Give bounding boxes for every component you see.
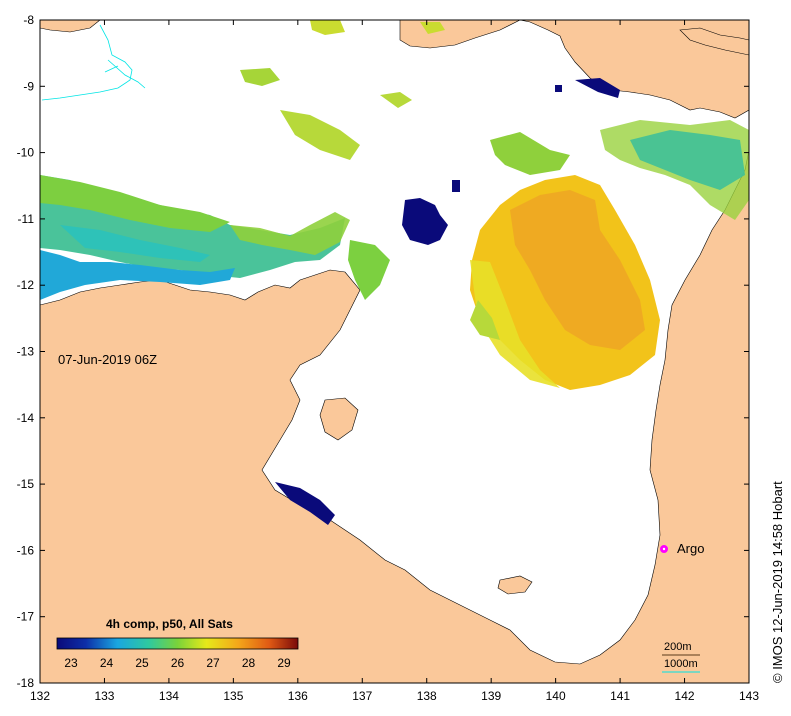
credit-text: © IMOS 12-Jun-2019 14:58 Hobart	[770, 481, 785, 683]
y-tick-label: -12	[17, 278, 35, 292]
colorbar-ramp	[56, 637, 299, 650]
colorbar-tick-label: 29	[277, 656, 291, 670]
x-tick-label: 136	[288, 689, 308, 703]
colorbar: 4h comp, p50, All Sats 23 24 25 26 27 28 29	[56, 617, 299, 670]
land-northern-territory	[40, 149, 749, 683]
colorbar-title: 4h comp, p50, All Sats	[106, 617, 233, 631]
colorbar-tick-label: 23	[64, 656, 78, 670]
x-tick-label: 139	[481, 689, 501, 703]
argo-label: Argo	[677, 541, 704, 556]
y-tick-label: -17	[17, 610, 35, 624]
x-tick-label: 137	[352, 689, 372, 703]
y-tick-label: -8	[23, 13, 34, 27]
x-tick-label: 138	[417, 689, 437, 703]
y-tick-label: -9	[23, 79, 34, 93]
y-tick-label: -14	[17, 411, 35, 425]
x-tick-label: 134	[159, 689, 179, 703]
isobath-legend: 200m 1000m	[662, 641, 700, 673]
date-label: 07-Jun-2019 06Z	[58, 352, 157, 367]
legend-200m-label: 200m	[664, 641, 692, 653]
y-tick-label: -10	[17, 146, 35, 160]
cold-patch-central	[402, 198, 448, 245]
x-tick-label: 132	[30, 689, 50, 703]
legend-1000m-label: 1000m	[664, 658, 698, 670]
land-island-gulf-west	[319, 397, 359, 441]
sst-layer	[40, 20, 749, 525]
x-tick-label: 141	[610, 689, 630, 703]
colorbar-tick-label: 26	[171, 656, 185, 670]
y-tick-label: -18	[17, 676, 35, 690]
land-tip-islands	[679, 27, 749, 56]
x-tick-label: 140	[546, 689, 566, 703]
colorbar-tick-label: 24	[100, 656, 114, 670]
y-tick-label: -13	[17, 345, 35, 359]
x-axis: 132 133 134 135 136 137 138 139 140 141 142 143	[30, 20, 759, 703]
cold-patch-southwest	[275, 482, 335, 525]
isobath-1000m	[41, 24, 133, 101]
x-tick-label: 142	[675, 689, 695, 703]
colorbar-tick-label: 25	[135, 656, 149, 670]
y-tick-label: -15	[17, 477, 35, 491]
land-island-gulf-south	[497, 575, 533, 595]
colorbar-tick-label: 28	[242, 656, 256, 670]
x-tick-label: 133	[94, 689, 114, 703]
y-tick-label: -11	[18, 212, 35, 226]
x-tick-label: 135	[223, 689, 243, 703]
y-axis: -8 -9 -10 -11 -12 -13 -14 -15 -16 -17 -18	[17, 13, 749, 690]
x-tick-label: 143	[739, 689, 759, 703]
y-tick-label: -16	[17, 543, 35, 557]
land-timor	[40, 20, 101, 33]
colorbar-tick-label: 27	[206, 656, 220, 670]
